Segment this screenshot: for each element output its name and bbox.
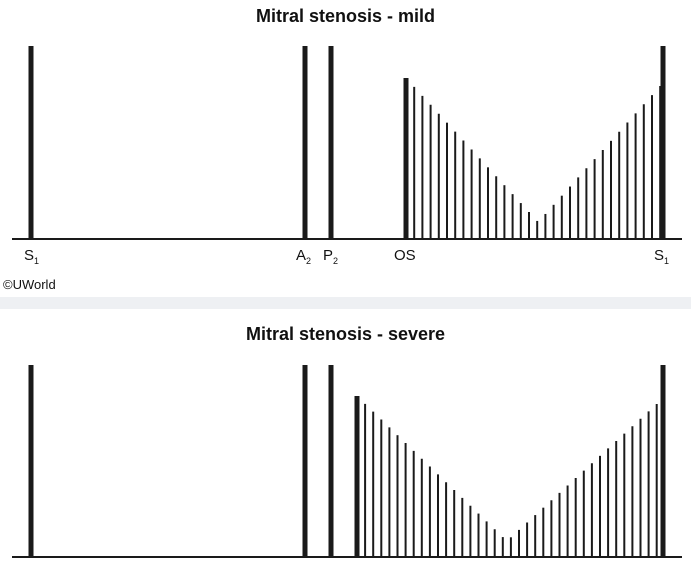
label-p2: P2 <box>323 247 339 266</box>
copyright-notice: ©UWorld <box>3 277 56 292</box>
diagram-mild: Mitral stenosis - mild S1 A2 P2 OS S1 ©U… <box>3 6 682 292</box>
label-s1-second: S1 <box>654 247 670 266</box>
diagram-severe: Mitral stenosis - severe <box>0 309 691 563</box>
phonocardiogram-severe <box>12 365 682 558</box>
panel-separator <box>0 297 691 309</box>
phonocardiogram-mild <box>12 46 682 240</box>
label-s1-first: S1 <box>24 247 40 266</box>
diagram-title: Mitral stenosis - mild <box>255 6 436 26</box>
label-os: OS <box>394 247 416 264</box>
label-a2: A2 <box>296 247 312 266</box>
diagram-title: Mitral stenosis - severe <box>245 324 446 344</box>
